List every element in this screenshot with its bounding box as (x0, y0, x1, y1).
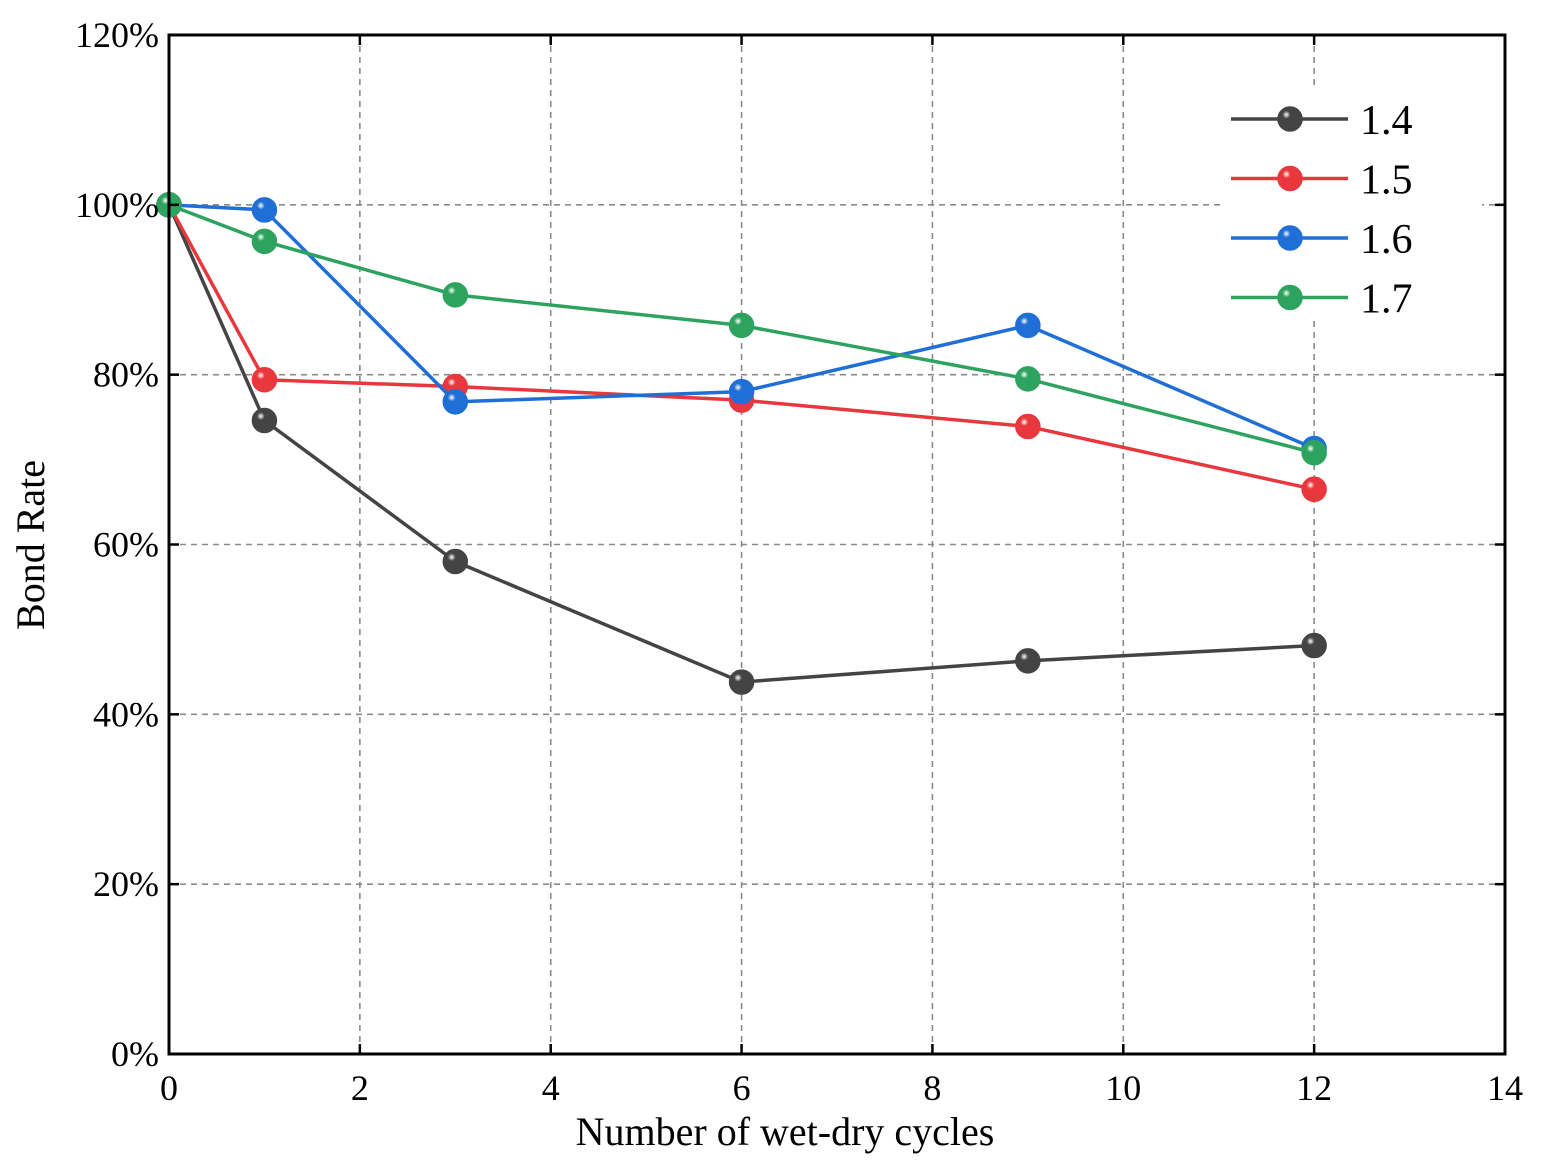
x-tick-label: 14 (1487, 1068, 1523, 1108)
legend-marker (1277, 225, 1303, 251)
data-point (728, 669, 755, 695)
data-point (251, 228, 278, 255)
data-point (1301, 476, 1327, 503)
legend-label: 1.6 (1360, 217, 1413, 263)
legend-item-1-6: 1.6 (1231, 217, 1413, 263)
legend-label: 1.7 (1360, 277, 1413, 323)
data-point (442, 548, 469, 575)
axis-ticks: 0 2 4 6 8 10 12 14 0% 20% 40% 60% 80% 100% 120% (75, 15, 1523, 1108)
x-tick-label: 8 (923, 1068, 941, 1108)
legend-marker (1277, 106, 1303, 132)
data-point (251, 407, 278, 434)
data-point (442, 282, 469, 308)
legend-item-1-7: 1.7 (1231, 277, 1413, 323)
series-line-1-7 (168, 203, 1315, 455)
y-tick-label: 40% (93, 694, 159, 734)
y-tick-label: 100% (75, 185, 159, 225)
data-point (251, 197, 278, 223)
y-tick-label: 120% (75, 15, 159, 55)
legend-item-1-5: 1.5 (1231, 158, 1413, 204)
series-1-7 (156, 192, 1327, 466)
data-point (1015, 312, 1041, 339)
legend: 1.4 1.5 1.6 1.7 (1222, 88, 1482, 323)
series-group (156, 192, 1327, 695)
x-axis-title: Number of wet-dry cycles (576, 1109, 995, 1154)
x-tick-label: 6 (733, 1068, 751, 1108)
data-point (1015, 648, 1041, 674)
x-tick-label: 4 (542, 1068, 560, 1108)
y-tick-label: 20% (93, 864, 159, 904)
y-tick-label: 0% (111, 1034, 159, 1074)
data-point (1015, 366, 1041, 392)
legend-item-1-4: 1.4 (1231, 98, 1413, 144)
data-point (1015, 413, 1041, 440)
data-point (1301, 632, 1327, 659)
series-line-1-6 (168, 203, 1315, 451)
legend-background (1222, 88, 1482, 320)
series-line-1-5 (167, 203, 1315, 492)
data-point (442, 389, 469, 415)
legend-label: 1.4 (1360, 98, 1413, 144)
data-point (728, 312, 755, 339)
x-tick-label: 2 (351, 1068, 369, 1108)
y-tick-label: 80% (93, 355, 159, 395)
series-line-1-4 (167, 204, 1315, 684)
data-point (251, 367, 278, 393)
y-axis-title: Bond Rate (8, 460, 53, 630)
x-tick-label: 12 (1296, 1068, 1332, 1108)
legend-label: 1.5 (1360, 158, 1413, 204)
data-point (1301, 440, 1327, 466)
legend-marker (1277, 284, 1303, 311)
legend-marker (1277, 165, 1303, 192)
x-tick-label: 10 (1105, 1068, 1141, 1108)
data-point (728, 378, 755, 405)
x-tick-label: 0 (160, 1068, 178, 1108)
y-tick-label: 60% (93, 525, 159, 565)
